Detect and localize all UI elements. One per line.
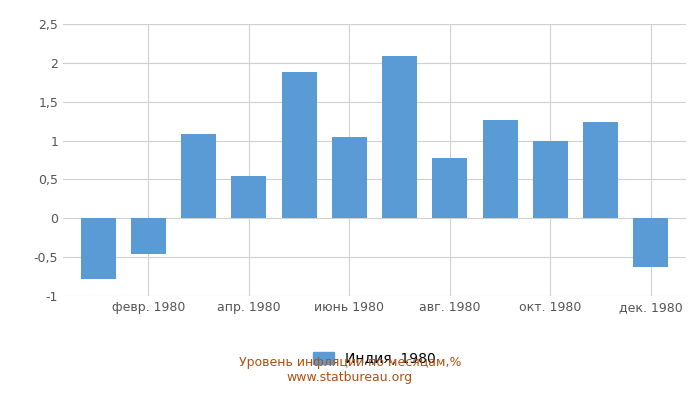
Text: Уровень инфляции по месяцам,%
www.statbureau.org: Уровень инфляции по месяцам,% www.statbu… bbox=[239, 356, 461, 384]
Bar bbox=[281, 72, 316, 218]
Bar bbox=[181, 134, 216, 218]
Bar bbox=[533, 140, 568, 218]
Bar bbox=[231, 176, 267, 218]
Bar bbox=[80, 218, 116, 279]
Bar bbox=[482, 120, 518, 218]
Bar bbox=[131, 218, 166, 254]
Legend: Индия, 1980: Индия, 1980 bbox=[313, 352, 436, 366]
Bar bbox=[634, 218, 668, 267]
Bar bbox=[382, 56, 417, 218]
Bar bbox=[433, 158, 468, 218]
Bar bbox=[332, 137, 367, 218]
Bar bbox=[583, 122, 618, 218]
